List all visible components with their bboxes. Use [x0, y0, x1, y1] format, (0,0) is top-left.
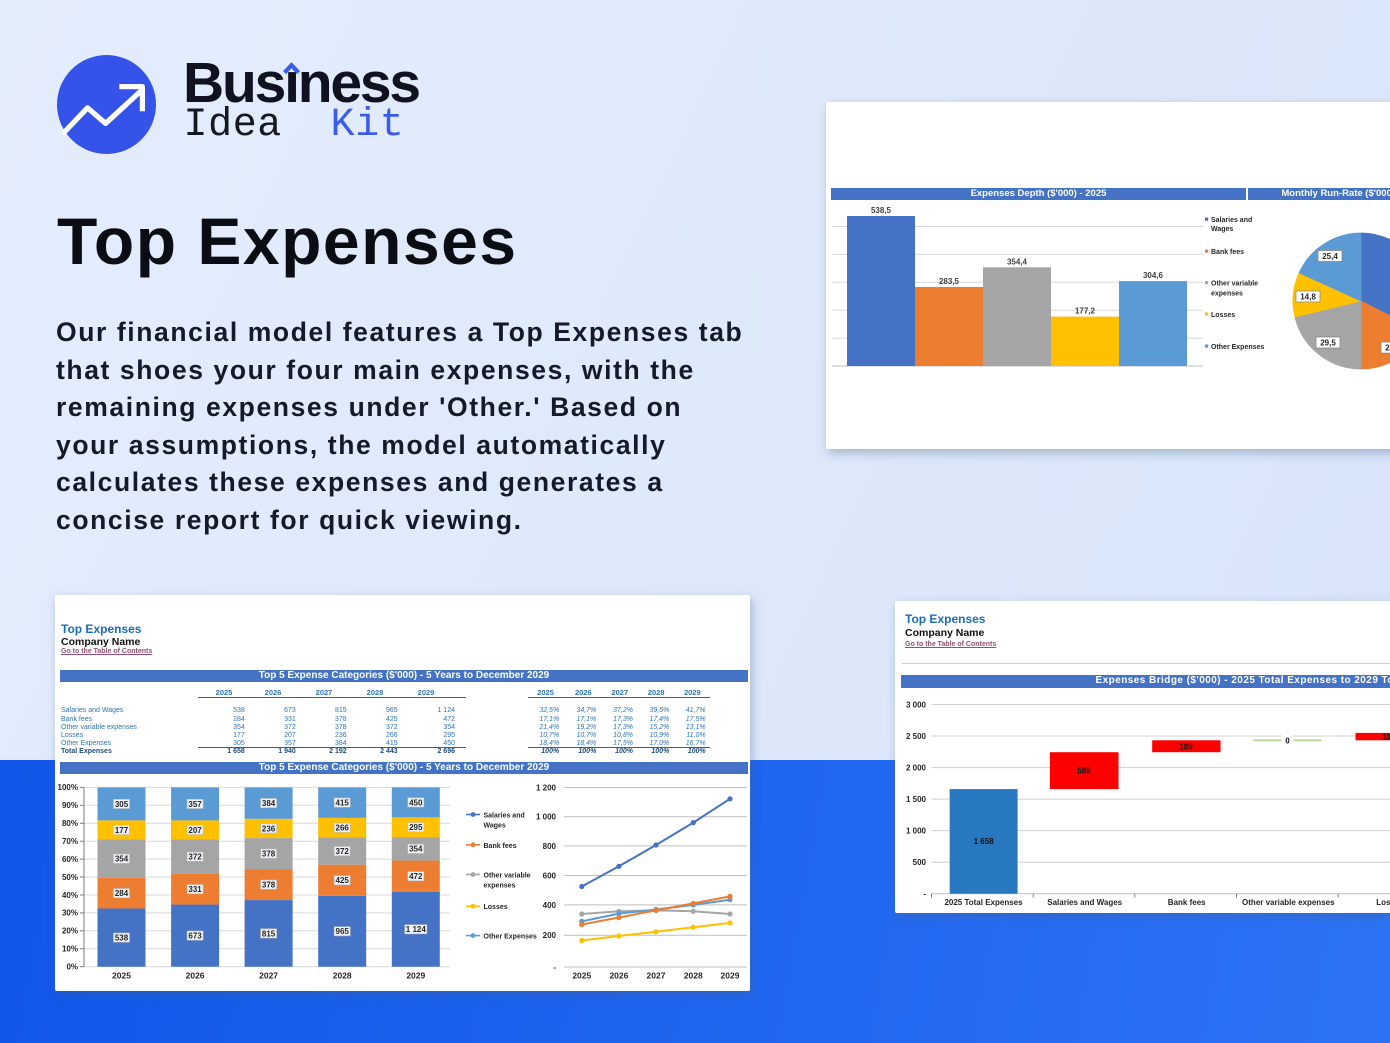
svg-text:472: 472: [409, 872, 423, 881]
svg-text:354: 354: [409, 845, 423, 854]
svg-text:236: 236: [262, 824, 276, 833]
svg-text:Other Expenses: Other Expenses: [484, 934, 537, 941]
svg-text:673: 673: [188, 932, 202, 941]
svg-text:Salaries and: Salaries and: [1211, 217, 1252, 224]
svg-text:Wages: Wages: [484, 823, 506, 830]
svg-text:1 000: 1 000: [906, 827, 927, 836]
svg-text:-: -: [923, 890, 926, 899]
svg-text:Bank fees: Bank fees: [484, 843, 517, 850]
svg-text:50%: 50%: [62, 873, 78, 882]
svg-text:Other Expenses: Other Expenses: [1211, 344, 1264, 351]
svg-text:425: 425: [336, 876, 350, 885]
svg-text:90%: 90%: [62, 801, 78, 810]
svg-text:Losses: Losses: [1376, 898, 1390, 907]
svg-text:1 200: 1 200: [536, 784, 557, 793]
svg-text:200: 200: [543, 931, 557, 940]
svg-text:1 124: 1 124: [406, 925, 427, 934]
svg-text:Losses: Losses: [1211, 312, 1235, 319]
svg-text:189: 189: [1179, 742, 1193, 751]
svg-text:Salaries and: Salaries and: [484, 813, 525, 820]
svg-text:2025: 2025: [572, 971, 591, 981]
svg-text:2029: 2029: [721, 971, 740, 981]
svg-text:354,4: 354,4: [1007, 257, 1028, 266]
svg-text:372: 372: [188, 853, 202, 862]
svg-text:400: 400: [543, 901, 557, 910]
svg-text:2029: 2029: [406, 971, 425, 981]
svg-text:23,6: 23,6: [1385, 344, 1390, 353]
svg-text:2 000: 2 000: [906, 764, 927, 773]
svg-text:2025 Total Expenses: 2025 Total Expenses: [944, 898, 1023, 907]
svg-text:295: 295: [409, 823, 423, 832]
svg-text:Bank fees: Bank fees: [1211, 249, 1244, 256]
svg-text:Wages: Wages: [1211, 226, 1233, 233]
svg-text:Bank fees: Bank fees: [1168, 898, 1206, 907]
svg-text:372: 372: [336, 847, 350, 856]
svg-text:800: 800: [543, 842, 557, 851]
svg-text:expenses: expenses: [484, 883, 516, 890]
svg-text:207: 207: [188, 826, 202, 835]
svg-text:965: 965: [336, 927, 350, 936]
svg-text:29,5: 29,5: [1320, 339, 1336, 348]
svg-text:2026: 2026: [186, 971, 205, 981]
svg-text:266: 266: [336, 824, 350, 833]
svg-text:378: 378: [262, 881, 276, 890]
svg-text:0%: 0%: [66, 963, 78, 972]
svg-text:2 500: 2 500: [906, 732, 927, 741]
svg-text:-: -: [553, 963, 556, 972]
svg-text:Losses: Losses: [484, 904, 508, 911]
svg-text:2027: 2027: [647, 971, 666, 981]
svg-text:70%: 70%: [62, 837, 78, 846]
svg-text:10%: 10%: [62, 945, 78, 954]
svg-text:384: 384: [262, 799, 276, 808]
svg-text:177: 177: [115, 826, 129, 835]
svg-text:3 000: 3 000: [906, 701, 927, 710]
svg-text:354: 354: [115, 855, 129, 864]
svg-text:357: 357: [188, 800, 202, 809]
svg-text:538,5: 538,5: [871, 206, 892, 215]
svg-text:40%: 40%: [62, 891, 78, 900]
svg-text:2027: 2027: [259, 971, 278, 981]
svg-text:450: 450: [409, 798, 423, 807]
svg-text:500: 500: [913, 858, 927, 867]
svg-text:2028: 2028: [684, 971, 703, 981]
svg-text:284: 284: [115, 889, 129, 898]
svg-text:20%: 20%: [62, 927, 78, 936]
svg-text:60%: 60%: [62, 855, 78, 864]
svg-text:2025: 2025: [112, 971, 131, 981]
svg-text:14,8: 14,8: [1300, 293, 1316, 302]
svg-text:80%: 80%: [62, 819, 78, 828]
svg-text:283,5: 283,5: [939, 277, 960, 286]
svg-text:585: 585: [1077, 767, 1091, 776]
svg-text:118: 118: [1383, 733, 1390, 742]
svg-text:Other variable: Other variable: [484, 873, 531, 880]
svg-text:1 500: 1 500: [906, 795, 927, 804]
svg-text:2026: 2026: [609, 971, 628, 981]
svg-text:815: 815: [262, 929, 276, 938]
svg-text:1 658: 1 658: [974, 837, 995, 846]
svg-text:2028: 2028: [333, 971, 352, 981]
svg-text:304,6: 304,6: [1143, 271, 1164, 280]
svg-text:Salaries and Wages: Salaries and Wages: [1047, 898, 1122, 907]
svg-text:378: 378: [262, 850, 276, 859]
svg-text:538: 538: [115, 934, 129, 943]
svg-text:600: 600: [543, 872, 557, 881]
svg-text:0: 0: [1285, 736, 1290, 745]
svg-text:30%: 30%: [62, 909, 78, 918]
svg-text:25,4: 25,4: [1322, 252, 1338, 261]
svg-text:1 000: 1 000: [536, 813, 557, 822]
svg-text:415: 415: [336, 799, 350, 808]
svg-text:expenses: expenses: [1211, 291, 1243, 298]
svg-text:Other variable expenses: Other variable expenses: [1242, 898, 1335, 907]
svg-text:100%: 100%: [58, 783, 78, 792]
svg-text:331: 331: [188, 885, 202, 894]
svg-text:Other variable: Other variable: [1211, 281, 1258, 288]
svg-text:177,2: 177,2: [1075, 307, 1096, 316]
svg-text:305: 305: [115, 800, 129, 809]
